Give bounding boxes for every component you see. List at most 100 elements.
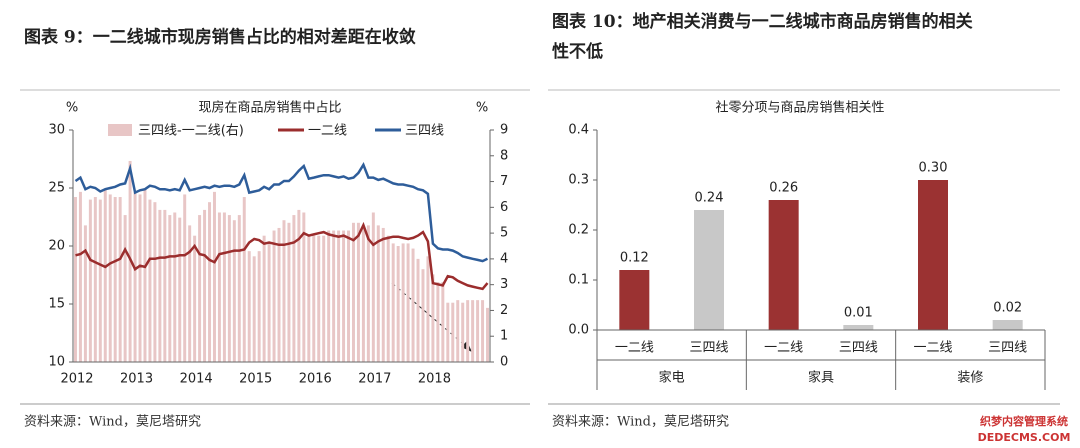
y-label: % xyxy=(66,101,78,116)
bar xyxy=(446,302,450,362)
group-label: 家电 xyxy=(659,370,685,386)
y-tick-label: 0.2 xyxy=(568,223,589,238)
bar xyxy=(113,197,117,362)
bar xyxy=(78,191,82,362)
bar xyxy=(456,300,460,362)
bar xyxy=(366,225,370,362)
x-tick-label: 2015 xyxy=(239,372,272,387)
value-label: 0.01 xyxy=(844,306,873,321)
bar xyxy=(227,215,231,362)
x-tick-label: 2017 xyxy=(358,372,391,387)
x-tick-label: 2018 xyxy=(418,372,451,387)
x-tick-label: 三四线 xyxy=(689,341,728,356)
source: 资料来源：Wind，莫尼塔研究 xyxy=(552,415,729,430)
bar xyxy=(98,199,102,362)
x-tick-label: 一二线 xyxy=(615,341,654,356)
y2-tick-label: 3 xyxy=(500,277,508,292)
bar xyxy=(401,243,405,362)
bar xyxy=(217,212,221,362)
y2-tick-label: 7 xyxy=(500,174,508,189)
bar xyxy=(436,282,440,362)
value-label: 0.02 xyxy=(993,301,1022,316)
bar xyxy=(322,235,326,362)
legend-label: 一二线 xyxy=(308,124,347,139)
bar xyxy=(83,225,87,362)
group-label: 家具 xyxy=(808,370,834,386)
bar xyxy=(461,302,465,362)
caption: 图表 10：地产相关消费与一二线城市商品房销售的相关性不低 xyxy=(552,11,973,62)
bar xyxy=(133,191,137,362)
x-tick-label: 一二线 xyxy=(913,341,952,356)
bar xyxy=(317,235,321,362)
bar xyxy=(277,227,281,362)
bar xyxy=(257,251,261,362)
bar xyxy=(426,256,430,362)
bar xyxy=(312,235,316,362)
bar xyxy=(471,300,475,362)
group-label: 装修 xyxy=(957,371,983,386)
bar xyxy=(252,256,256,362)
bar xyxy=(327,230,331,362)
bar xyxy=(694,210,724,330)
bar xyxy=(411,248,415,362)
y2-tick-label: 5 xyxy=(500,226,508,241)
bar xyxy=(262,235,266,362)
bar xyxy=(381,227,385,362)
bar xyxy=(396,246,400,362)
bar xyxy=(282,220,286,362)
bar xyxy=(416,258,420,362)
bar xyxy=(451,302,455,362)
y-tick-label: 0.3 xyxy=(568,173,589,188)
bar xyxy=(337,230,341,362)
bar xyxy=(73,197,77,362)
bar xyxy=(918,180,948,330)
y-tick-label: 0.1 xyxy=(568,273,589,288)
value-label: 0.24 xyxy=(695,191,724,206)
bar xyxy=(332,230,336,362)
bar xyxy=(173,212,177,362)
bar xyxy=(183,194,187,362)
x-tick-label: 一二线 xyxy=(764,341,803,356)
bar xyxy=(247,251,251,362)
value-label: 0.30 xyxy=(919,161,948,176)
value-label: 0.12 xyxy=(620,251,649,266)
bar xyxy=(93,197,97,362)
y-tick-label: 25 xyxy=(48,181,65,196)
bar xyxy=(208,202,212,362)
bar xyxy=(168,215,172,362)
y-tick-label: 15 xyxy=(48,297,65,312)
x-tick-label: 三四线 xyxy=(988,341,1027,356)
chart-title: 社零分项与商品房销售相关性 xyxy=(715,100,884,116)
bar xyxy=(222,212,226,362)
bar xyxy=(198,215,202,362)
x-tick-label: 2016 xyxy=(299,372,332,387)
bar xyxy=(237,215,241,362)
y-tick-label: 0.4 xyxy=(568,123,589,138)
y2-tick-label: 1 xyxy=(500,329,508,344)
y2-tick-label: 0 xyxy=(500,355,508,370)
bar xyxy=(619,270,650,330)
source: 资料来源：Wind，莫尼塔研究 xyxy=(24,415,201,430)
bar xyxy=(421,269,425,362)
bar xyxy=(297,209,301,362)
bar xyxy=(347,230,351,362)
bar xyxy=(476,300,480,362)
bar xyxy=(376,225,380,362)
line xyxy=(75,221,489,291)
bar xyxy=(371,212,375,362)
y2-tick-label: 4 xyxy=(500,251,508,266)
bar xyxy=(481,300,485,362)
bar xyxy=(138,194,142,362)
bar xyxy=(406,243,410,362)
bar xyxy=(267,243,271,362)
bar xyxy=(486,307,490,362)
caption: 图表 9：一二线城市现房销售占比的相对差距在收敛 xyxy=(24,27,416,48)
y2-tick-label: 8 xyxy=(500,148,508,163)
x-tick-label: 三四线 xyxy=(839,341,878,356)
bar xyxy=(307,235,311,362)
bar xyxy=(391,243,395,362)
bar xyxy=(272,230,276,362)
bar xyxy=(342,230,346,362)
bar xyxy=(178,217,182,362)
